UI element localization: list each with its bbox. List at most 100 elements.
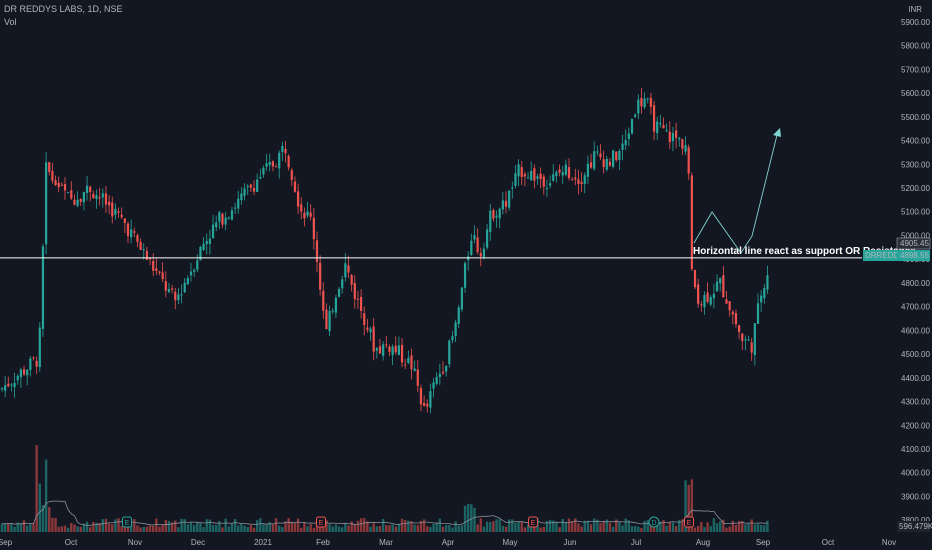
candle-body: [476, 237, 479, 253]
volume-bar: [199, 523, 202, 532]
volume-bar: [133, 519, 136, 532]
price-axis[interactable]: 5900.00 5800.00 5700.00 5600.00 5500.00 5400.…: [901, 18, 930, 525]
event-marker-letter: E: [125, 520, 130, 527]
volume-bar: [391, 524, 394, 532]
volume-bar: [753, 524, 757, 532]
candle-body: [309, 212, 312, 217]
candle-body: [766, 275, 769, 290]
volume-bar: [170, 522, 174, 532]
volume-bar: [158, 526, 161, 532]
volume-bar: [586, 520, 590, 532]
volume-bar: [665, 525, 668, 532]
candle-body: [161, 272, 164, 280]
candle-body: [760, 295, 763, 303]
volume-bar: [44, 459, 48, 532]
x-tick-label: Apr: [442, 538, 455, 547]
candle-body: [703, 294, 706, 308]
dividend-marker[interactable]: [648, 516, 660, 528]
candle-body: [545, 187, 549, 189]
candle-body: [429, 391, 432, 408]
candle-body: [315, 240, 319, 262]
candle-body: [89, 186, 92, 193]
candle-body: [574, 177, 577, 180]
candle-body: [552, 174, 555, 181]
candle-body: [265, 163, 268, 167]
x-tick-label: Nov: [128, 538, 142, 547]
earnings-marker[interactable]: [316, 516, 326, 528]
candle-body: [139, 242, 142, 250]
candle-body: [715, 281, 719, 292]
y-tick-label: 4100.00: [901, 445, 930, 454]
candle-body: [375, 348, 378, 351]
volume-bar: [63, 525, 67, 532]
candle-body: [438, 373, 441, 378]
candle-body: [189, 271, 193, 276]
volume-bar: [48, 507, 51, 532]
volume-bar: [693, 527, 697, 532]
volume-bar: [602, 520, 605, 532]
candle-body: [520, 167, 523, 177]
candle-body: [126, 223, 130, 237]
candle-body: [533, 168, 536, 181]
volume-bar: [29, 523, 32, 532]
candle-body: [152, 261, 155, 271]
volume-bar: [741, 521, 744, 532]
volume-bar: [511, 519, 514, 532]
candle-body: [517, 164, 520, 177]
candle-body: [208, 238, 211, 244]
earnings-marker[interactable]: [528, 516, 538, 528]
candle-body: [256, 179, 259, 192]
candle-body: [498, 208, 501, 219]
volume-bar: [523, 527, 527, 532]
earnings-marker[interactable]: [122, 516, 132, 528]
candle-body: [70, 190, 73, 199]
volume-bar: [117, 518, 120, 532]
volume-bar: [454, 521, 457, 532]
candle-body: [388, 346, 391, 352]
candle-body: [656, 121, 659, 134]
candle-body: [501, 200, 504, 210]
volume-bar: [38, 483, 41, 532]
candle-body: [627, 133, 630, 139]
candle-body: [413, 368, 416, 372]
candle-body: [284, 148, 287, 154]
x-tick-label: Jul: [631, 538, 641, 547]
volume-bar: [678, 519, 681, 532]
candle-body: [123, 218, 126, 223]
y-tick-label: 4500.00: [901, 350, 930, 359]
volume-bar: [215, 525, 218, 532]
volume-bar: [196, 522, 199, 532]
candle-body: [328, 310, 331, 332]
volume-bar: [624, 518, 627, 532]
volume-bar: [32, 523, 35, 532]
earnings-marker[interactable]: [684, 516, 694, 528]
volume-bar: [278, 525, 281, 532]
candle-body: [435, 376, 438, 384]
volume-bar: [759, 524, 763, 532]
volume-bar: [262, 524, 265, 532]
volume-bar: [126, 525, 130, 532]
candle-body: [193, 269, 196, 272]
volume-bar: [630, 526, 634, 532]
candle-body: [728, 301, 731, 311]
volume-bar: [690, 479, 694, 532]
volume-bar: [662, 520, 665, 532]
projection-arrow-path: [693, 130, 779, 254]
y-tick-label: 4000.00: [901, 469, 930, 478]
volume-bar: [303, 522, 306, 532]
candle-body: [148, 257, 152, 260]
candle-body: [523, 174, 526, 177]
candle-body: [634, 114, 637, 117]
candle-body: [665, 130, 668, 132]
volume-bar: [174, 520, 177, 532]
candle-body: [624, 140, 627, 146]
volume-bar: [89, 527, 92, 532]
volume-bar: [504, 526, 508, 532]
y-tick-label: 5800.00: [901, 42, 930, 51]
candle-body: [117, 211, 120, 213]
volume-bar: [589, 524, 593, 532]
time-axis[interactable]: Sep Oct Nov Dec 2021 Feb Mar Apr May Jun Jul Aug Sep…: [0, 538, 896, 547]
candle-body: [95, 195, 98, 200]
